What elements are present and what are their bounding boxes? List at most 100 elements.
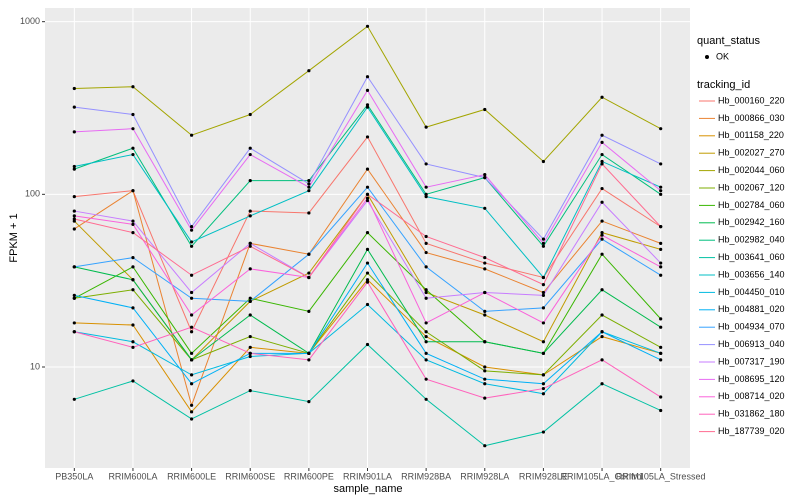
data-point	[365, 302, 370, 307]
data-point	[72, 330, 76, 334]
data-point	[541, 430, 546, 434]
x-tick-label: RRIM600PE	[284, 471, 334, 481]
data-point	[659, 408, 663, 413]
data-point	[189, 290, 194, 295]
x-tick-label: RRIM901LA	[343, 471, 392, 481]
data-point	[248, 388, 252, 393]
data-point	[541, 241, 546, 245]
data-point	[424, 288, 428, 292]
data-point	[189, 240, 194, 244]
data-point	[600, 288, 604, 292]
data-point	[600, 200, 604, 204]
data-point	[189, 273, 194, 277]
data-point	[365, 271, 370, 275]
data-point	[365, 342, 370, 347]
data-point	[600, 95, 604, 99]
data-point	[365, 105, 370, 109]
data-point	[72, 397, 76, 401]
x-tick-label: RRIM928BA	[401, 471, 451, 481]
data-point	[541, 244, 546, 248]
legend-label: Hb_006913_040	[718, 339, 785, 349]
data-point	[72, 293, 76, 297]
data-point	[72, 296, 76, 300]
data-point	[600, 330, 604, 334]
data-point	[659, 261, 663, 265]
data-point	[600, 219, 604, 223]
legend-label: Hb_002027_270	[718, 148, 785, 158]
data-point	[131, 231, 135, 235]
data-point	[483, 290, 487, 295]
data-point	[483, 107, 487, 112]
data-point	[483, 175, 487, 180]
data-point	[659, 225, 663, 229]
data-point	[248, 152, 252, 157]
data-point	[248, 345, 252, 349]
data-point	[365, 278, 370, 282]
legend-label: Hb_187739_020	[718, 426, 785, 436]
data-point	[131, 219, 135, 223]
data-point	[365, 196, 370, 200]
legend-point	[705, 55, 709, 59]
data-point	[307, 182, 311, 186]
data-point	[189, 244, 194, 248]
data-point	[248, 146, 252, 150]
data-point	[659, 192, 663, 196]
legend-label: Hb_031862_180	[718, 409, 785, 419]
legend-label: Hb_003656_140	[718, 269, 785, 279]
data-point	[483, 382, 487, 386]
data-point	[72, 164, 76, 169]
data-point	[131, 85, 135, 89]
shape-legend-title: quant_status	[697, 35, 760, 47]
data-point	[600, 140, 604, 144]
data-point	[659, 358, 663, 362]
data-point	[659, 189, 663, 193]
data-point	[659, 325, 663, 329]
y-tick-label: 1000	[20, 16, 40, 26]
data-point	[424, 397, 428, 401]
data-point	[72, 227, 76, 231]
data-point	[659, 395, 663, 399]
data-point	[248, 354, 252, 359]
data-point	[189, 228, 194, 232]
data-point	[131, 256, 135, 260]
data-point	[131, 222, 135, 226]
data-point	[365, 88, 370, 92]
data-point	[131, 306, 135, 310]
data-point	[424, 241, 428, 245]
x-tick-label: RRIM600SE	[225, 471, 275, 481]
data-point	[365, 198, 370, 203]
x-tick-label: RRIM105LA_Stressed	[616, 471, 706, 481]
legend-label: Hb_008714_020	[718, 391, 785, 401]
data-point	[659, 247, 663, 251]
data-point	[189, 358, 194, 362]
data-point	[307, 275, 311, 280]
data-point	[365, 135, 370, 139]
data-point	[541, 283, 546, 287]
data-point	[541, 293, 546, 297]
data-point	[307, 358, 311, 362]
data-point	[424, 125, 428, 129]
data-point	[659, 317, 663, 321]
legend-label: Hb_007317_190	[718, 356, 785, 366]
data-point	[189, 296, 194, 300]
data-point	[189, 417, 194, 421]
data-point	[307, 179, 311, 183]
data-point	[424, 330, 428, 334]
data-point	[659, 265, 663, 269]
data-point	[248, 244, 252, 248]
data-point	[424, 377, 428, 381]
data-point	[600, 152, 604, 157]
data-point	[659, 273, 663, 277]
data-point	[365, 167, 370, 171]
data-point	[248, 267, 252, 271]
data-point	[483, 444, 487, 448]
data-point	[600, 252, 604, 256]
data-point	[307, 252, 311, 256]
y-tick-label: 100	[25, 189, 40, 199]
data-point	[424, 250, 428, 255]
data-point	[600, 133, 604, 137]
data-point	[307, 69, 311, 73]
legend-label: Hb_001158_220	[718, 130, 784, 140]
data-point	[131, 265, 135, 269]
data-point	[365, 231, 370, 235]
